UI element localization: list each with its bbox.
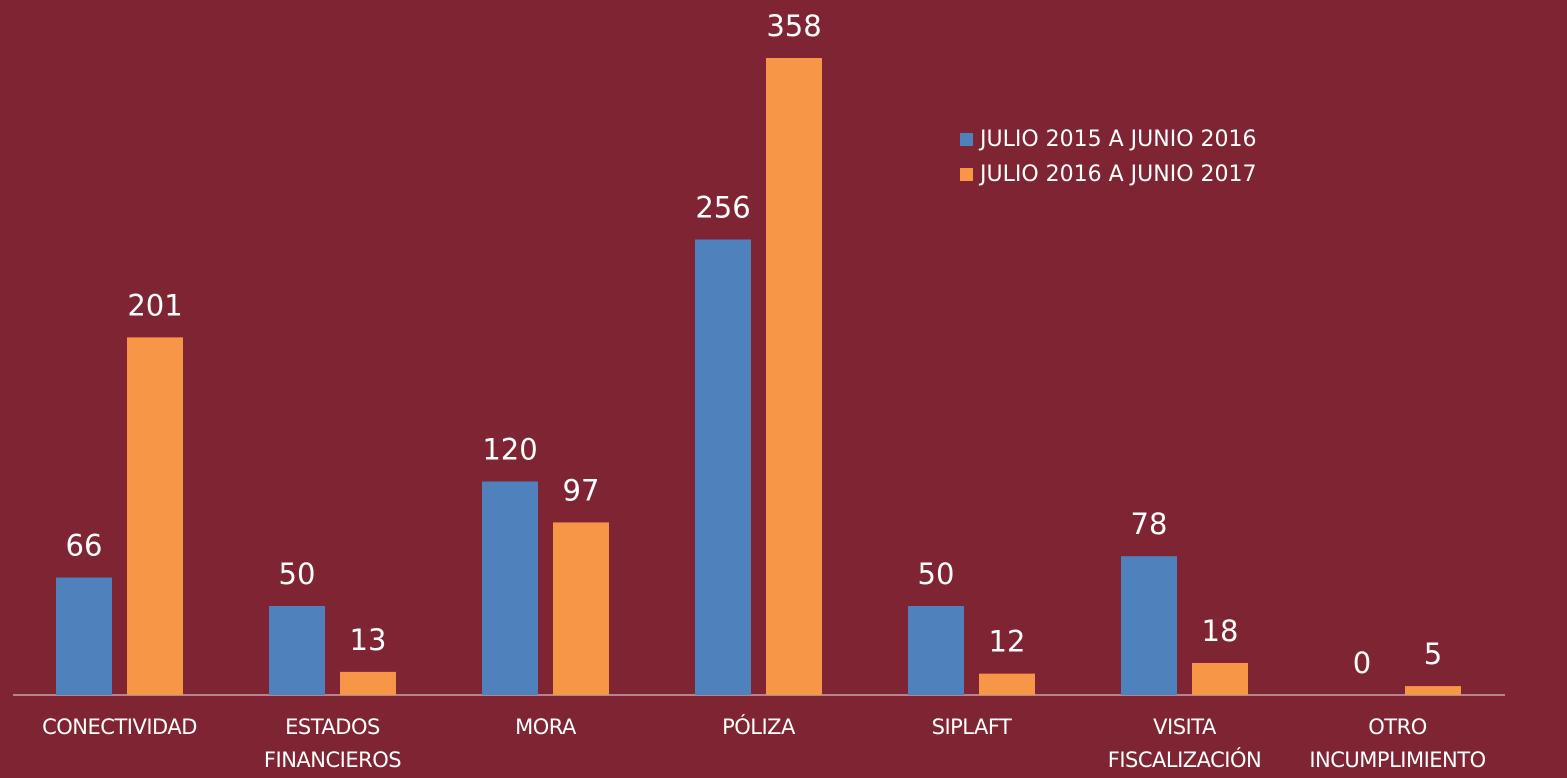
x-tick-label: PÓLIZA bbox=[722, 714, 796, 739]
bar bbox=[127, 337, 183, 695]
bar bbox=[56, 577, 112, 695]
value-label: 13 bbox=[350, 623, 387, 657]
value-label: 120 bbox=[482, 432, 537, 466]
bar bbox=[340, 671, 396, 695]
x-tick-label: OTRO INCUMPLIMIENTO bbox=[1309, 715, 1485, 772]
bar bbox=[269, 606, 325, 695]
value-label: 97 bbox=[563, 473, 600, 507]
legend-label: JULIO 2015 A JUNIO 2016 bbox=[978, 127, 1257, 152]
value-label: 256 bbox=[695, 190, 750, 224]
bar bbox=[766, 58, 822, 695]
legend-label: JULIO 2016 A JUNIO 2017 bbox=[978, 162, 1257, 187]
value-label: 0 bbox=[1353, 646, 1371, 680]
x-tick-label: CONECTIVIDAD bbox=[42, 715, 197, 739]
value-label: 50 bbox=[918, 557, 955, 591]
value-label: 18 bbox=[1202, 614, 1239, 648]
x-tick-label: MORA bbox=[515, 715, 577, 739]
bar bbox=[1121, 556, 1177, 695]
bar bbox=[695, 239, 751, 695]
x-tick-label: ESTADOS FINANCIEROS bbox=[264, 715, 401, 772]
legend-swatch bbox=[960, 133, 973, 146]
x-tick-label: SIPLAFT bbox=[932, 715, 1012, 739]
value-label: 201 bbox=[127, 288, 182, 322]
value-label: 66 bbox=[66, 529, 103, 563]
bar bbox=[1192, 662, 1248, 695]
value-label: 12 bbox=[989, 625, 1026, 659]
value-label: 50 bbox=[279, 557, 316, 591]
value-label: 78 bbox=[1131, 507, 1168, 541]
bar bbox=[553, 522, 609, 695]
bar bbox=[1405, 686, 1461, 695]
x-tick-label: VISITA FISCALIZACIÓN bbox=[1108, 715, 1262, 772]
value-label: 5 bbox=[1424, 637, 1442, 671]
bar bbox=[979, 673, 1035, 695]
legend-swatch bbox=[960, 168, 973, 181]
value-label: 358 bbox=[766, 9, 821, 43]
bar bbox=[908, 606, 964, 695]
bar bbox=[482, 481, 538, 695]
